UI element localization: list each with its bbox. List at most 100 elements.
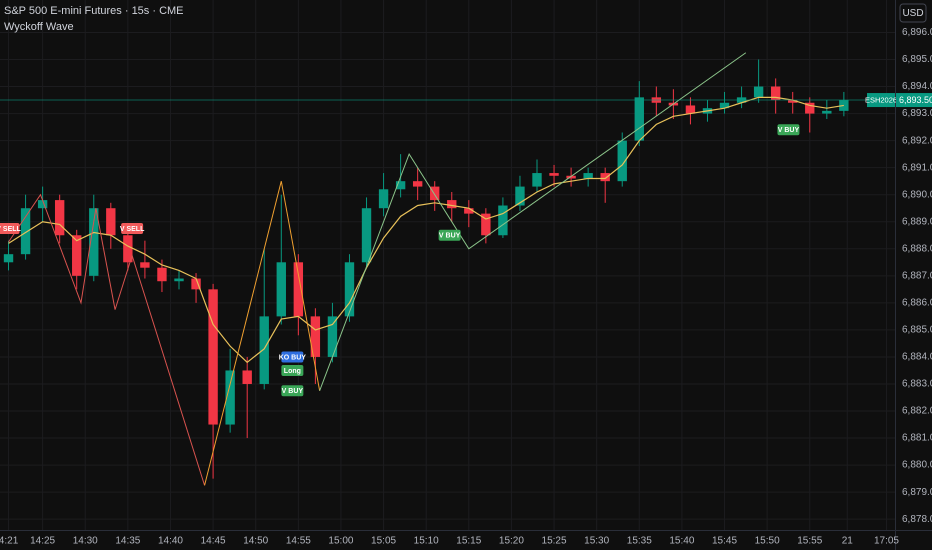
signal-label: V BUY	[281, 385, 304, 397]
candle-body	[259, 316, 269, 384]
candle-body	[276, 262, 286, 317]
candle-body	[20, 208, 31, 255]
signal-text: V BUY	[439, 233, 461, 240]
candle-body	[89, 208, 99, 276]
x-tick-label: 14:50	[243, 536, 268, 547]
x-tick-label: 15:05	[371, 536, 396, 547]
symbol-tag: ESH2026	[865, 96, 897, 105]
y-tick-label: 6,881.00	[902, 433, 932, 444]
signal-text: Long	[284, 368, 301, 375]
x-tick-label: 17:05	[874, 536, 899, 547]
x-tick-label: 15:20	[499, 536, 524, 547]
candle-body	[839, 100, 849, 111]
y-tick-label: 6,896.00	[902, 27, 932, 38]
x-tick-label: 14:40	[158, 536, 183, 547]
candle-body	[566, 175, 576, 179]
signal-text: V SELL	[0, 226, 21, 233]
x-tick-label: 15:15	[456, 536, 481, 547]
currency-button[interactable]	[899, 3, 927, 23]
candle-body	[3, 254, 14, 263]
candle-body	[430, 186, 440, 201]
signal-box	[121, 222, 144, 234]
signal-text: KO BUY	[279, 354, 307, 361]
candle-body	[788, 100, 798, 103]
last-price-box	[896, 93, 932, 108]
signal-text: V BUY	[282, 388, 304, 395]
y-tick-label: 6,879.00	[902, 487, 932, 498]
candle-body	[719, 102, 730, 109]
signal-label: V SELL	[0, 222, 21, 234]
last-price-label: 6,893.50	[899, 95, 932, 105]
y-tick-label: 6,886.00	[902, 297, 932, 308]
x-tick-label: 14:45	[201, 536, 226, 547]
signal-text: V BUY	[778, 127, 800, 134]
candle-body	[583, 173, 593, 179]
x-tick-label: 15:00	[328, 536, 353, 547]
candle-body	[344, 262, 355, 317]
y-tick-label: 6,887.00	[902, 270, 932, 281]
candle-body	[617, 140, 627, 182]
candle-body	[378, 189, 389, 209]
candle-body	[549, 173, 559, 176]
signal-label: KO BUY	[279, 351, 307, 363]
signal-label: V BUY	[438, 229, 461, 241]
candle-body	[174, 278, 184, 282]
y-tick-label: 6,889.00	[902, 216, 932, 227]
chart-title: S&P 500 E-mini Futures · 15s · CME	[4, 5, 184, 17]
x-tick-label: 15:30	[584, 536, 609, 547]
wave-line	[204, 181, 321, 486]
candle-body	[498, 205, 508, 236]
x-tick-label: 15:10	[414, 536, 439, 547]
x-tick-label: 15:50	[755, 536, 780, 547]
signal-text: V SELL	[120, 226, 145, 233]
candle-body	[481, 213, 491, 236]
candle-body	[412, 181, 423, 187]
y-tick-label: 6,883.00	[902, 379, 932, 390]
candle-body	[208, 289, 218, 425]
candle-body	[242, 370, 252, 384]
candle-body	[140, 262, 150, 268]
symbol-tag-box	[867, 93, 895, 108]
currency-label: USD	[902, 8, 923, 19]
candle-body	[106, 208, 116, 236]
y-tick-label: 6,878.00	[902, 514, 932, 525]
y-tick-label: 6,888.00	[902, 243, 932, 254]
y-tick-label: 6,895.00	[902, 54, 932, 65]
x-tick-label: 15:25	[542, 536, 567, 547]
candle-body	[123, 235, 133, 263]
y-tick-label: 6,885.00	[902, 325, 932, 336]
x-tick-label: 14:55	[286, 536, 311, 547]
candle-body	[600, 173, 610, 182]
candle-body	[532, 173, 542, 187]
x-tick-label: 14:30	[73, 536, 98, 547]
candle-body	[447, 200, 457, 209]
candle-body	[464, 208, 474, 214]
x-tick-label: 15:45	[712, 536, 737, 547]
x-tick-label: 21	[842, 536, 854, 547]
x-tick-label: 14:25	[30, 536, 55, 547]
signal-box	[0, 222, 20, 234]
candle-body	[395, 181, 406, 190]
moving-average	[8, 96, 844, 364]
signal-label: V SELL	[120, 222, 145, 234]
y-tick-label: 6,890.00	[902, 189, 932, 200]
candle-body	[770, 86, 781, 101]
x-tick-label: 14:35	[115, 536, 140, 547]
signal-label: Long	[281, 364, 304, 376]
candle-body	[805, 102, 815, 114]
x-tick-label: 15:55	[797, 536, 822, 547]
y-tick-label: 6,882.00	[902, 406, 932, 417]
y-tick-label: 6,884.00	[902, 352, 932, 363]
y-tick-label: 6,893.00	[902, 108, 932, 119]
candle-body	[753, 86, 764, 98]
indicator-name: Wyckoff Wave	[4, 21, 74, 33]
y-tick-label: 6,880.00	[902, 460, 932, 471]
y-tick-label: 6,894.00	[902, 81, 932, 92]
signal-box	[281, 385, 304, 397]
candle-body	[361, 208, 372, 263]
y-tick-label: 6,892.00	[902, 135, 932, 146]
signal-box	[438, 229, 461, 241]
candle-body	[225, 370, 235, 425]
